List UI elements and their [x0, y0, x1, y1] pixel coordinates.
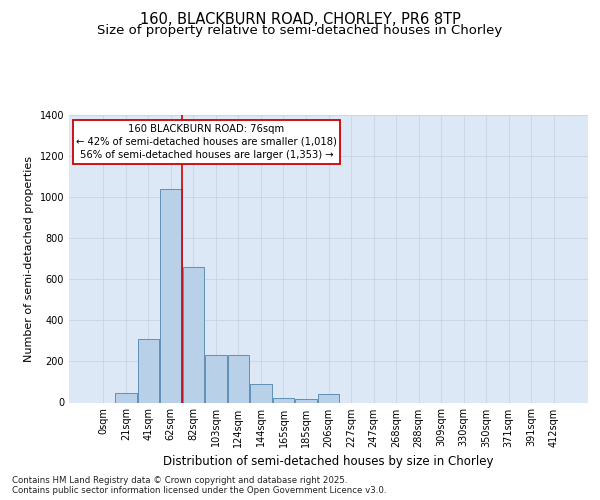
Text: 160 BLACKBURN ROAD: 76sqm
← 42% of semi-detached houses are smaller (1,018)
56% : 160 BLACKBURN ROAD: 76sqm ← 42% of semi-…: [76, 124, 337, 160]
Bar: [318, 394, 339, 402]
Bar: [115, 394, 137, 402]
Text: Size of property relative to semi-detached houses in Chorley: Size of property relative to semi-detach…: [97, 24, 503, 37]
Bar: [137, 339, 159, 402]
Bar: [182, 267, 204, 402]
Bar: [295, 400, 317, 402]
Text: Contains HM Land Registry data © Crown copyright and database right 2025.
Contai: Contains HM Land Registry data © Crown c…: [12, 476, 386, 495]
Bar: [160, 189, 182, 402]
Y-axis label: Number of semi-detached properties: Number of semi-detached properties: [24, 156, 34, 362]
X-axis label: Distribution of semi-detached houses by size in Chorley: Distribution of semi-detached houses by …: [163, 455, 494, 468]
Bar: [228, 356, 249, 403]
Bar: [273, 398, 294, 402]
Bar: [250, 384, 272, 402]
Bar: [205, 356, 227, 403]
Text: 160, BLACKBURN ROAD, CHORLEY, PR6 8TP: 160, BLACKBURN ROAD, CHORLEY, PR6 8TP: [140, 12, 460, 28]
